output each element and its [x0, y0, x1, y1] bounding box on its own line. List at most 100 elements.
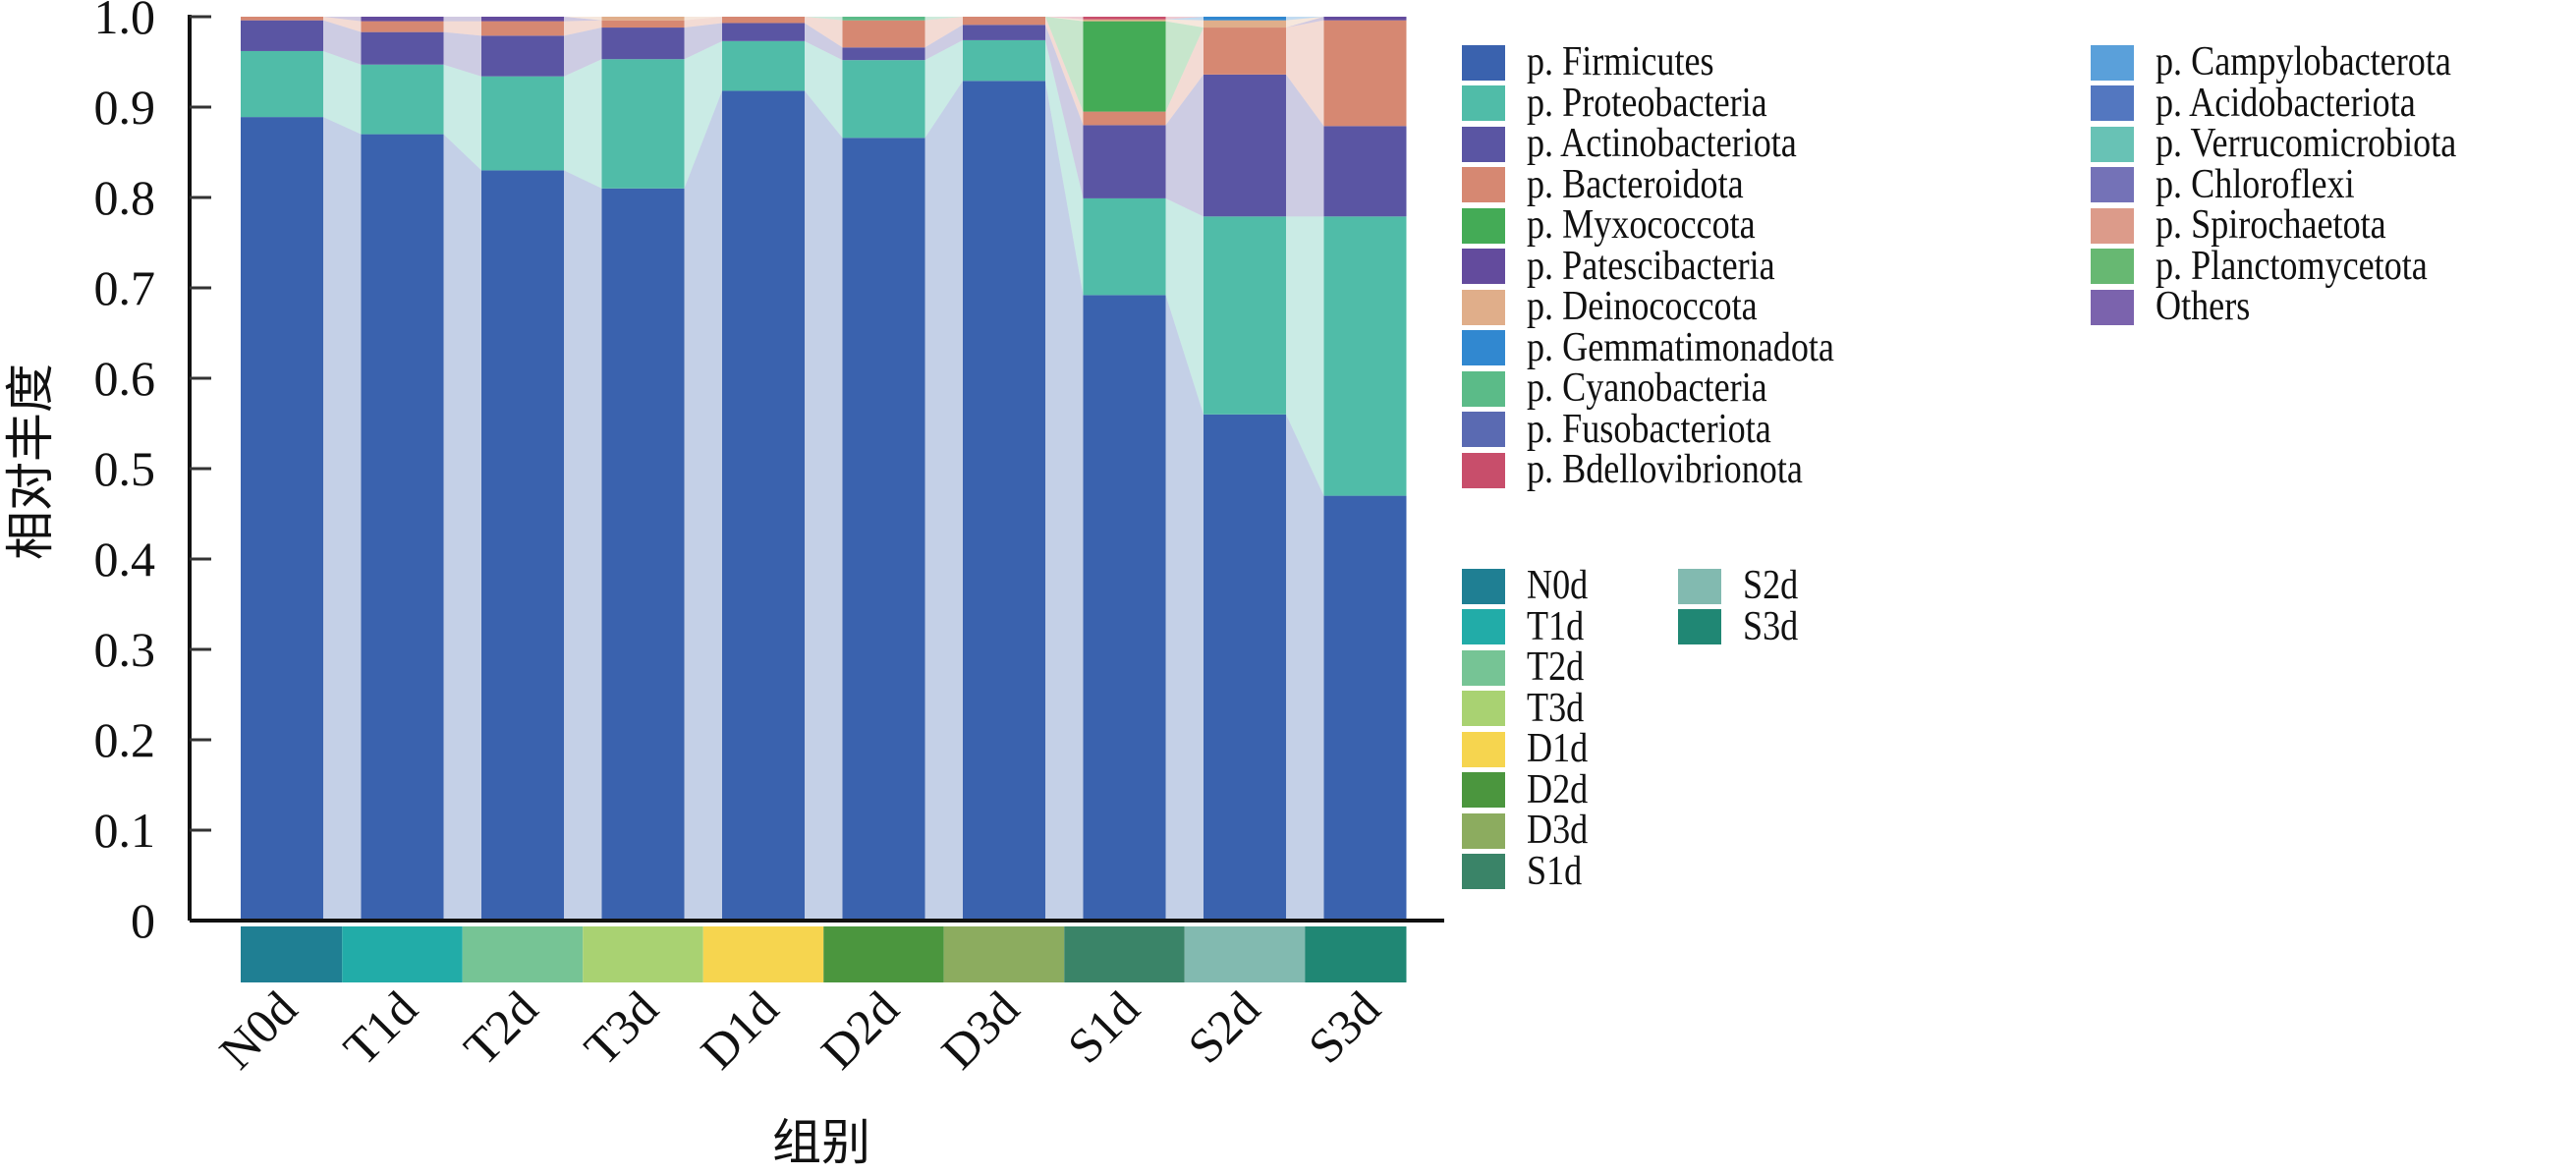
bar-segment-D1d-proteobacteria [722, 40, 805, 91]
legend-label: p. Patescibacteria [1527, 243, 1775, 289]
bar-segment-D1d-actinobacteriota [722, 23, 805, 41]
legend-label: S3d [1743, 603, 1799, 649]
taxon-legend-item: p. Bdellovibrionota [1462, 449, 1884, 491]
bar-segment-T2d-patescibacteria [481, 17, 564, 22]
flow-bdellovibrionota-D3d-S1d [1045, 17, 1084, 20]
y-tick-label: 0.7 [94, 260, 156, 315]
flow-proteobacteria-T3d-D1d [684, 40, 722, 189]
taxon-legend-item: p. Bacteroidota [1462, 161, 1884, 207]
bar-segment-D3d-firmicutes [963, 81, 1045, 921]
legend-label: p. Spirochaetota [2156, 202, 2386, 249]
flow-proteobacteria-D3d-S1d [1045, 39, 1084, 296]
legend-swatch [1462, 854, 1505, 890]
taxon-legend-item: p. Cyanobacteria [1462, 367, 1884, 410]
bar-segment-S2d-firmicutes [1204, 414, 1286, 921]
flow-patescibacteria-T2d-T3d [564, 17, 602, 22]
flow-proteobacteria-T2d-T3d [564, 59, 602, 189]
bar-segment-N0d-bacteroidota [241, 17, 323, 21]
x-tick-label: S3d [1298, 980, 1391, 1074]
taxon-legend-item: p. Firmicutes [1462, 41, 1884, 84]
bar-segment-D3d-bacteroidota [963, 17, 1045, 26]
bar-segment-S1d-deinococcota [1083, 19, 1166, 22]
bar-segment-S3d-actinobacteriota [1323, 126, 1407, 217]
flow-bacteroidota-D3d-S1d [1045, 17, 1084, 126]
legend-swatch [2091, 167, 2134, 203]
group-strip-S3d [1305, 926, 1407, 982]
legend-swatch [1462, 167, 1505, 203]
y-axis-title: 相对丰度 [2, 364, 59, 560]
group-strip-D2d [823, 926, 944, 982]
y-tick-label: 0.4 [94, 532, 156, 587]
bar-segment-S3d-firmicutes [1323, 495, 1407, 921]
flow-patescibacteria-T1d-T2d [443, 17, 481, 22]
group-strip-S2d [1184, 926, 1306, 982]
flow-proteobacteria-N0d-T1d [323, 50, 362, 135]
flow-deinococcota-S2d-S3d [1286, 17, 1324, 28]
legend-label: p. Planctomycetota [2156, 243, 2428, 289]
flow-firmicutes-N0d-T1d [323, 117, 362, 922]
y-axis: 0 0.1 0.2 0.3 0.4 0.5 0.6 0.7 0.8 0.9 1.0 [94, 0, 211, 948]
legend-label: p. Bacteroidota [1527, 161, 1744, 207]
flow-firmicutes-S1d-S2d [1165, 295, 1204, 921]
group-legend-item: S3d [1678, 603, 1807, 649]
taxon-legend-item: p. Deinococcota [1462, 286, 1884, 328]
group-legend-item: N0d [1462, 565, 1597, 607]
taxon-legend-item: p. Planctomycetota [2091, 243, 2505, 289]
flow-bacteroidota-N0d-T1d [323, 17, 362, 32]
legend-label: p. Myxococcota [1527, 202, 1756, 249]
bar-segment-T2d-actinobacteriota [481, 35, 564, 77]
group-legend-item: D2d [1462, 769, 1597, 811]
y-tick-label: 1.0 [94, 0, 156, 44]
bar-segment-D2d-actinobacteriota [842, 47, 925, 61]
legend-groups-column-1: N0d T1d T2d T3d D1d D2d D3d S1d [1462, 565, 1597, 894]
bar-segment-S1d-actinobacteriota [1083, 125, 1166, 198]
legend-taxa-column-2: p. Campylobacterota p. Acidobacteriota p. … [2091, 41, 2505, 328]
flow-bdellovibrionota-S1d-S2d [1165, 17, 1204, 20]
taxon-legend-item: p. Fusobacteriota [1462, 406, 1884, 452]
bar-segment-S3d-proteobacteria [1323, 216, 1407, 496]
bar-segment-T3d-proteobacteria [601, 59, 685, 189]
bar-segment-S2d-gemmatimonadota [1204, 17, 1286, 21]
flow-deinococcota-T2d-T3d [564, 17, 602, 21]
flow-cyanobacteria-D1d-D2d [805, 17, 843, 21]
taxon-legend-item: Others [2091, 286, 2505, 328]
x-tick-label: N0d [208, 980, 307, 1079]
flow-gemmatimonadota-S2d-S3d [1286, 17, 1324, 21]
x-tick-label: D2d [811, 980, 909, 1079]
flow-deinococcota-T3d-D1d [684, 17, 722, 21]
flow-firmicutes-D1d-D2d [805, 90, 843, 921]
flow-bacteroidota-S2d-S3d [1286, 20, 1324, 127]
legend-swatch [1678, 568, 1721, 604]
legend-label: S1d [1527, 848, 1583, 894]
bar-segment-D3d-actinobacteriota [963, 25, 1045, 40]
group-strip-N0d [241, 926, 343, 982]
bar-segment-S2d-bacteroidota [1204, 28, 1286, 75]
y-tick-label: 0.6 [94, 351, 156, 406]
x-tick-label: T2d [453, 980, 548, 1076]
taxon-legend-item: p. Verrucomicrobiota [2091, 123, 2505, 165]
flow-cyanobacteria-D2d-D3d [924, 17, 963, 21]
bar-segment-S2d-actinobacteriota [1204, 74, 1286, 217]
group-legend-item: T2d [1462, 644, 1597, 691]
legend-label: p. Fusobacteriota [1527, 406, 1771, 452]
flow-patescibacteria-N0d-T1d [323, 17, 362, 22]
taxon-legend-item: p. Patescibacteria [1462, 243, 1884, 289]
legend-label: T2d [1527, 644, 1585, 691]
bar-segment-T1d-bacteroidota [361, 21, 444, 32]
group-legend-item: S1d [1462, 848, 1597, 894]
legend-swatch [1462, 289, 1505, 325]
bar-segment-T3d-firmicutes [601, 188, 685, 922]
legend-swatch [2091, 249, 2134, 285]
taxon-legend-item: p. Campylobacterota [2091, 41, 2505, 84]
bar-segment-T2d-firmicutes [481, 170, 564, 921]
group-strip-D1d [702, 926, 824, 982]
flow-bacteroidota-T2d-T3d [564, 20, 602, 36]
group-legend-item: T3d [1462, 688, 1597, 730]
flow-proteobacteria-D2d-D3d [924, 39, 963, 139]
y-tick-label: 0.1 [94, 803, 156, 858]
group-strip-D3d [943, 926, 1065, 982]
legend-swatch [1462, 412, 1505, 448]
legend-swatch [1462, 85, 1505, 122]
stacked-bar-chart: 0 0.1 0.2 0.3 0.4 0.5 0.6 0.7 0.8 0.9 1.0 N0d T1d T2… [2, 0, 1444, 1171]
connector-flows [323, 17, 1324, 922]
